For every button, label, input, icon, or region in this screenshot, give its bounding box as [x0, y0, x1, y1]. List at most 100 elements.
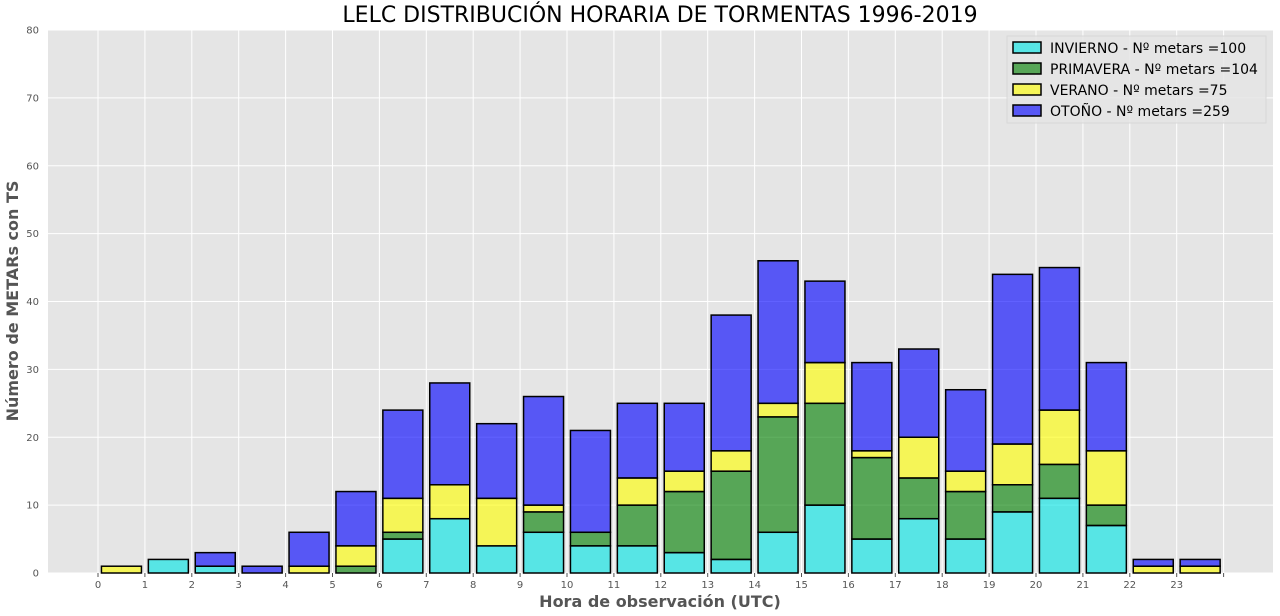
x-tick-label: 18 [936, 580, 949, 591]
legend-swatch [1012, 83, 1042, 96]
bar-segment [288, 531, 330, 567]
bar-segment [616, 402, 659, 479]
y-tick-label: 70 [26, 93, 39, 104]
bar-segment [663, 551, 705, 574]
bar-segment [944, 538, 987, 574]
bar-segment [1038, 497, 1081, 574]
bar-segment [569, 429, 612, 534]
bar-segment [710, 450, 752, 472]
x-tick-label: 8 [470, 580, 476, 591]
bar-segment [382, 538, 424, 574]
bar-segment [710, 558, 752, 574]
bar-segment [663, 490, 705, 554]
bar-segment [944, 490, 987, 540]
x-tick-label: 5 [329, 580, 335, 591]
bar-segment [616, 545, 659, 574]
bar-segment [429, 484, 471, 520]
bar-segment [804, 280, 846, 364]
bar-segment [335, 490, 377, 547]
grid [48, 29, 1273, 574]
bar-segment [1132, 558, 1174, 567]
x-tick-label: 13 [701, 580, 714, 591]
bar-segment [804, 402, 846, 506]
bar-segment [382, 531, 424, 540]
chart-title: LELC DISTRIBUCIÓN HORARIA DE TORMENTAS 1… [342, 2, 977, 28]
legend-label: INVIERNO - Nº metars =100 [1050, 41, 1246, 57]
bar-segment [1085, 504, 1128, 527]
bar-segment [851, 538, 893, 574]
legend-swatch [1012, 62, 1042, 75]
legend-swatch [1012, 41, 1042, 54]
x-tick-label: 12 [654, 580, 667, 591]
x-tick-label: 20 [1030, 580, 1043, 591]
bar-segment [757, 402, 799, 418]
bar-segment [1179, 565, 1221, 574]
x-tick-label: 22 [1123, 580, 1136, 591]
bar-segment [991, 511, 1034, 574]
y-tick-label: 10 [26, 501, 39, 512]
y-tick-label: 0 [33, 569, 39, 580]
x-tick-label: 0 [95, 580, 101, 591]
legend: INVIERNO - Nº metars =100 PRIMAVERA - Nº … [1006, 35, 1267, 124]
bar-segment [851, 456, 893, 540]
bar-segment [429, 382, 471, 486]
bar-segment [569, 545, 612, 574]
legend-label: OTOÑO - Nº metars =259 [1050, 103, 1230, 120]
bar-segment [616, 504, 659, 547]
bar-segment [757, 531, 799, 574]
x-tick-label: 6 [376, 580, 382, 591]
bar-segment [898, 477, 940, 520]
bar-segment [241, 565, 283, 574]
bar-segment [851, 450, 893, 459]
legend-label: PRIMAVERA - Nº metars =104 [1050, 62, 1258, 78]
legend-box [1006, 35, 1267, 124]
x-tick-label: 4 [282, 580, 288, 591]
bar-segment [100, 565, 143, 574]
x-tick-label: 10 [561, 580, 574, 591]
bar-segment [757, 260, 799, 405]
bar-segment [1085, 450, 1128, 506]
bar-segment [1038, 266, 1081, 411]
y-axis-label: Número de METARs con TS [3, 181, 22, 422]
bar-segment [710, 470, 752, 561]
x-tick-label: 1 [142, 580, 148, 591]
bar-segment [944, 388, 987, 472]
bar-segment [382, 497, 424, 534]
bar-segment [522, 531, 565, 574]
x-tick-label: 23 [1170, 580, 1183, 591]
bar-segment [335, 545, 377, 567]
bar-segment [522, 395, 565, 506]
bar-segment [1085, 524, 1128, 574]
x-tick-label: 15 [795, 580, 808, 591]
bar-segment [382, 409, 424, 500]
bar-segment [569, 531, 612, 547]
x-tick-label: 11 [608, 580, 621, 591]
bar-segment [757, 416, 799, 534]
bar-segment [804, 504, 846, 574]
x-axis-label: Hora de observación (UTC) [539, 592, 781, 611]
bar-segment [663, 402, 705, 472]
bar-segment [663, 470, 705, 493]
bar-segment [522, 511, 565, 534]
bar-segment [288, 565, 330, 574]
y-tick-label: 20 [26, 433, 39, 444]
x-tick-label: 21 [1077, 580, 1090, 591]
bar-segment [616, 477, 659, 506]
bar-segment [429, 517, 471, 574]
bar-segment [898, 436, 940, 479]
x-tick-label: 9 [517, 580, 523, 591]
bar-segment [475, 422, 518, 500]
x-tick-label: 7 [423, 580, 429, 591]
bar-segment [991, 273, 1034, 445]
bar-segment [851, 361, 893, 452]
y-tick-label: 50 [26, 229, 39, 240]
bar-segment [147, 558, 190, 574]
x-tick-label: 2 [189, 580, 195, 591]
bar-segment [1179, 558, 1221, 567]
bar-segment [898, 348, 940, 439]
bar-segment [991, 443, 1034, 486]
bar-segment [710, 314, 752, 452]
bar-segment [1132, 565, 1174, 574]
